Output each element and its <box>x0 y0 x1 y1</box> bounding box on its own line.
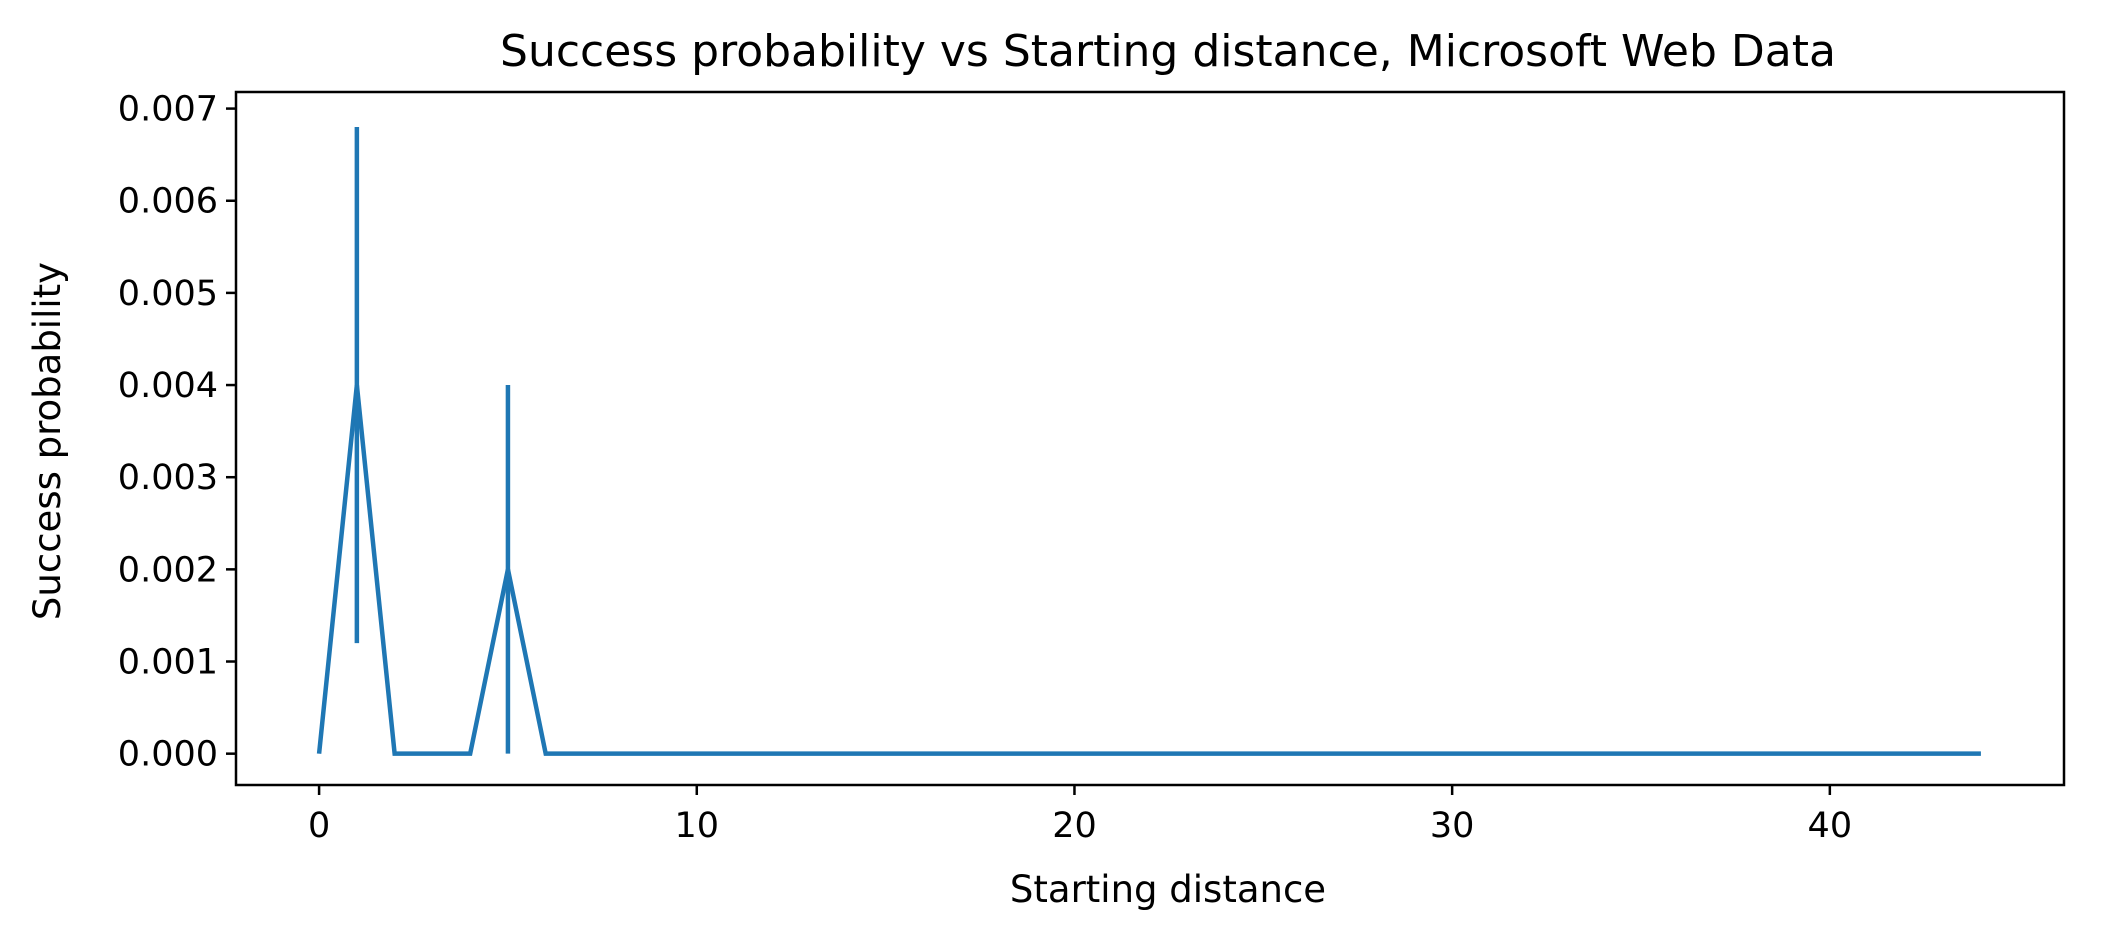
y-tick-label: 0.003 <box>118 458 218 498</box>
series-line <box>316 384 1981 756</box>
x-tick-label: 30 <box>1430 806 1475 846</box>
axes-frame <box>234 90 2066 787</box>
chart-title: Success probability vs Starting distance… <box>500 26 1836 77</box>
y-tick-label: 0.002 <box>118 550 218 590</box>
x-axis-ticks: 0 10 20 30 40 <box>308 785 1852 846</box>
x-axis-label: Starting distance <box>1010 868 1326 911</box>
y-tick-label: 0.001 <box>118 643 218 683</box>
x-tick-label: 20 <box>1052 806 1097 846</box>
y-tick-label: 0.007 <box>118 90 218 130</box>
x-tick-label: 40 <box>1808 806 1853 846</box>
y-tick-label: 0.000 <box>118 735 218 775</box>
plot-area <box>316 127 1981 756</box>
y-tick-label: 0.006 <box>118 182 218 222</box>
y-tick-label: 0.004 <box>118 366 218 406</box>
y-axis-label: Success probability <box>26 262 69 620</box>
y-tick-label: 0.005 <box>118 274 218 314</box>
x-tick-label: 0 <box>308 806 330 846</box>
y-axis-ticks: 0.000 0.001 0.002 0.003 0.004 0.005 0.006 0.007 <box>118 90 236 775</box>
x-tick-label: 10 <box>675 806 720 846</box>
